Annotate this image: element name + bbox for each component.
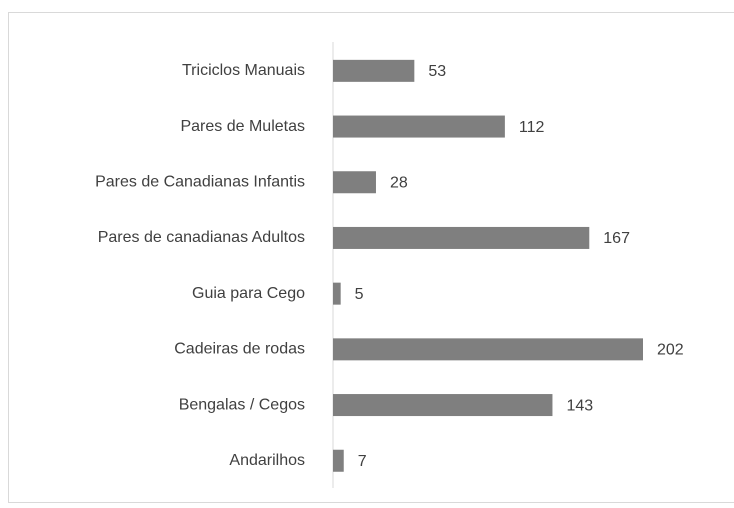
y-tick-label: Bengalas / Cegos (179, 396, 305, 413)
y-tick-label: Pares de Canadianas Infantis (95, 173, 305, 190)
y-tick-label: Guia para Cego (192, 285, 305, 302)
bar (333, 171, 376, 194)
data-label: 143 (566, 397, 593, 414)
bar (333, 115, 505, 138)
y-tick-label: Triciclos Manuais (182, 62, 305, 79)
data-label: 202 (657, 342, 684, 359)
y-tick-label: Andarilhos (229, 452, 305, 469)
bar (333, 394, 553, 417)
data-label: 112 (519, 119, 545, 136)
bar (333, 59, 415, 82)
y-tick-label: Pares de canadianas Adultos (98, 229, 305, 246)
data-label: 7 (358, 453, 367, 470)
bar (333, 449, 344, 472)
y-tick-label: Cadeiras de rodas (174, 341, 305, 358)
data-label: 167 (603, 230, 630, 247)
data-label: 5 (355, 286, 364, 303)
bar (333, 282, 341, 305)
data-label: 53 (428, 63, 446, 80)
chart-border (8, 12, 734, 503)
y-tick-label: Pares de Muletas (180, 118, 305, 135)
bar (333, 338, 643, 361)
data-label: 28 (390, 174, 408, 191)
bar (333, 226, 590, 249)
